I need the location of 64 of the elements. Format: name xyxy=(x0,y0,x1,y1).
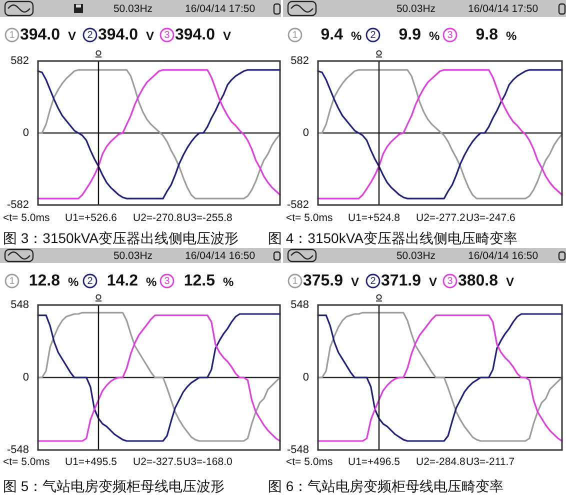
text: 50.03Hz xyxy=(113,250,153,262)
text: 图 5：气站电房变频柜母线电压波形 xyxy=(3,478,225,494)
text: 3 xyxy=(447,276,454,287)
text: 1 xyxy=(292,276,298,287)
text: 50.03Hz xyxy=(396,3,436,15)
text: 12.5 % xyxy=(184,272,234,290)
y-tick-label: 0 xyxy=(302,372,309,384)
y-tick-label: -548 xyxy=(286,444,309,456)
text: 50.03Hz xyxy=(113,3,153,15)
text: 1 xyxy=(9,30,16,41)
y-tick-label: 0 xyxy=(22,127,29,139)
text: 1 xyxy=(292,30,298,41)
text: 16/04/14 16:50 xyxy=(185,250,256,262)
y-tick-label: -582 xyxy=(286,199,309,211)
text: 9.9 % xyxy=(398,26,440,44)
text: <t= 5.0ms xyxy=(3,212,50,224)
text: 16/04/14 17:50 xyxy=(468,3,538,15)
text: 2 xyxy=(87,30,94,41)
text: 394.0 V xyxy=(174,26,232,44)
text: 16/04/14 16:50 xyxy=(468,250,538,262)
text: 3 xyxy=(447,30,454,41)
y-tick-label: 548 xyxy=(290,299,309,311)
text: <t= 5.0ms xyxy=(286,212,333,224)
text: 图 6：气站电房变频柜母线电压畸变率 xyxy=(268,478,504,494)
text: 1 xyxy=(9,276,16,287)
text: 2 xyxy=(370,30,376,41)
text: 图 4：3150kVA变压器出线侧电压畸变率 xyxy=(268,230,518,246)
text: 16/04/14 17:50 xyxy=(185,3,256,15)
text: U2=-327.5 xyxy=(133,456,182,468)
text: U3=-211.7 xyxy=(466,456,515,468)
text: U2=-270.8 xyxy=(133,212,182,224)
text: 375.9 V xyxy=(302,272,360,290)
text: <t= 5.0ms xyxy=(3,456,50,468)
text: U2=-277.2 xyxy=(416,212,466,224)
text: U1=+495.5 xyxy=(65,456,118,468)
y-tick-label: -548 xyxy=(6,444,29,456)
text: U3=-255.8 xyxy=(183,212,232,224)
text: 3 xyxy=(164,276,170,287)
text: 12.8 % xyxy=(28,272,79,290)
y-tick-label: 548 xyxy=(10,299,29,311)
text: 3 xyxy=(164,30,170,41)
text: 394.0 V xyxy=(98,26,154,44)
text: 9.8 % xyxy=(476,26,517,44)
text: 14.2 % xyxy=(106,272,157,290)
text: U3=-247.6 xyxy=(466,212,516,224)
text: 50.03Hz xyxy=(396,250,436,262)
text: U3=-168.0 xyxy=(183,456,232,468)
text: 9.4 % xyxy=(320,26,362,44)
text: 图 3：3150kVA变压器出线侧电压波形 xyxy=(3,230,238,246)
y-tick-label: 0 xyxy=(22,372,29,384)
text: <t= 5.0ms xyxy=(286,456,333,468)
text: U2=-284.8 xyxy=(416,456,466,468)
text: U1=+524.8 xyxy=(348,212,400,224)
y-tick-label: -582 xyxy=(6,199,29,211)
text: U1=+496.5 xyxy=(348,456,400,468)
text: U1=+526.6 xyxy=(65,212,118,224)
text: 2 xyxy=(370,276,376,287)
y-tick-label: 0 xyxy=(302,127,309,139)
text: 380.8 V xyxy=(458,272,514,290)
text: 394.0 V xyxy=(20,26,76,44)
text: 371.9 V xyxy=(380,272,438,290)
y-tick-label: 582 xyxy=(10,55,29,67)
y-tick-label: 582 xyxy=(290,55,309,67)
text: 2 xyxy=(87,276,94,287)
